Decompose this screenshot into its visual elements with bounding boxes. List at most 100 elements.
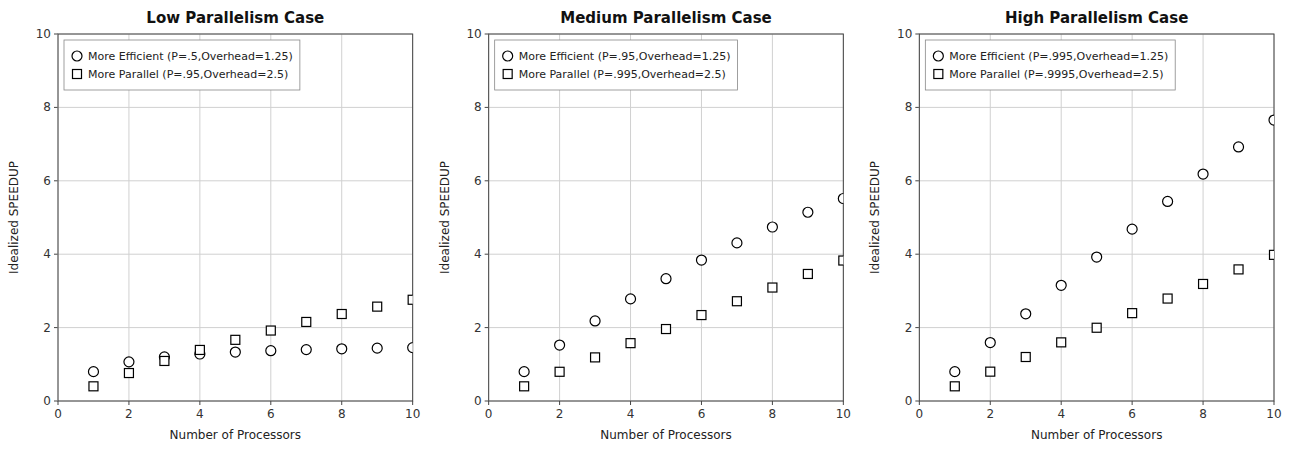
data-point [1021, 309, 1031, 319]
legend-marker [933, 51, 943, 61]
data-point [986, 367, 995, 376]
tick-mark [485, 254, 489, 255]
data-point [266, 326, 275, 335]
data-point [767, 222, 777, 232]
data-point [1163, 294, 1172, 303]
tick-label: 6 [905, 174, 913, 188]
tick-label: 10 [1266, 407, 1281, 421]
tick-label: 4 [474, 247, 482, 261]
grid-line [772, 34, 773, 401]
tick-label: 8 [43, 100, 51, 114]
y-axis-label: Idealized SPEEDUP [7, 161, 21, 274]
tick-mark [128, 401, 129, 405]
data-point [372, 343, 382, 353]
tick-mark [58, 401, 59, 405]
data-point [373, 302, 382, 311]
data-point [697, 311, 706, 320]
grid-line [919, 180, 1274, 181]
tick-label: 2 [43, 321, 51, 335]
tick-label: 0 [54, 407, 62, 421]
data-point [1269, 115, 1274, 125]
tick-label: 8 [338, 407, 346, 421]
data-point [838, 194, 843, 204]
tick-mark [559, 401, 560, 405]
tick-label: 2 [556, 407, 564, 421]
legend-box [925, 40, 1175, 90]
y-axis-label: Idealized SPEEDUP [438, 161, 452, 274]
tick-label: 6 [474, 174, 482, 188]
chart-title: Low Parallelism Case [146, 9, 324, 27]
tick-label: 10 [897, 27, 912, 41]
legend-label: More Efficient (P=.95,Overhead=1.25) [519, 50, 731, 63]
tick-mark [843, 401, 844, 405]
data-point [555, 340, 565, 350]
data-point [662, 325, 671, 334]
data-point [732, 297, 741, 306]
tick-mark [54, 327, 58, 328]
tick-mark [485, 401, 489, 402]
tick-mark [701, 401, 702, 405]
grid-line [919, 107, 1274, 108]
tick-mark [1061, 401, 1062, 405]
legend: More Efficient (P=.5,Overhead=1.25)More … [64, 40, 300, 90]
tick-mark [54, 401, 58, 402]
data-point [1092, 252, 1102, 262]
data-point [88, 367, 98, 377]
data-point [839, 256, 844, 265]
data-point [1199, 279, 1208, 288]
data-point [1234, 265, 1243, 274]
data-point [950, 382, 959, 391]
data-point [1270, 250, 1275, 259]
data-point [1057, 338, 1066, 347]
tick-label: 0 [485, 407, 493, 421]
tick-label: 10 [36, 27, 51, 41]
data-point [803, 207, 813, 217]
tick-mark [919, 401, 920, 405]
data-point [1198, 169, 1208, 179]
data-point [803, 269, 812, 278]
tick-mark [485, 327, 489, 328]
tick-mark [270, 401, 271, 405]
data-point [89, 382, 98, 391]
chart-figure: 0 2 4 6 8 10 0 2 4 6 8 10 Low Parallelism Case Number… [0, 0, 1292, 451]
tick-label: 0 [43, 394, 51, 408]
tick-label: 8 [905, 100, 913, 114]
tick-label: 8 [1199, 407, 1207, 421]
x-axis-label: Number of Processors [170, 428, 301, 442]
data-point [408, 295, 413, 304]
tick-label: 2 [905, 321, 913, 335]
tick-label: 8 [769, 407, 777, 421]
tick-label: 4 [627, 407, 635, 421]
tick-mark [485, 34, 489, 35]
data-point [768, 283, 777, 292]
legend-box [64, 40, 300, 90]
legend-label: More Parallel (P=.995,Overhead=2.5) [519, 68, 726, 81]
data-point [985, 338, 995, 348]
data-point [231, 335, 240, 344]
data-point [950, 367, 960, 377]
tick-label: 0 [905, 394, 913, 408]
grid-line [1203, 34, 1204, 401]
panel: 02468100246810Low Parallelism CaseNumber… [7, 9, 420, 442]
tick-mark [915, 254, 919, 255]
tick-label: 10 [466, 27, 481, 41]
tick-label: 2 [474, 321, 482, 335]
tick-mark [54, 180, 58, 181]
tick-mark [1132, 401, 1133, 405]
legend-marker [72, 51, 82, 61]
tick-mark [485, 180, 489, 181]
legend-box [495, 40, 738, 90]
tick-label: 10 [836, 407, 851, 421]
tick-mark [630, 401, 631, 405]
legend-marker [503, 70, 512, 79]
tick-mark [915, 327, 919, 328]
legend-label: More Efficient (P=.995,Overhead=1.25) [949, 50, 1168, 63]
data-point [266, 346, 276, 356]
data-point [337, 310, 346, 319]
plot-frame [58, 34, 413, 401]
marks [950, 115, 1274, 391]
data-point [555, 367, 564, 376]
legend: More Efficient (P=.995,Overhead=1.25)Mor… [925, 40, 1175, 90]
data-point [520, 382, 529, 391]
tick-label: 2 [125, 407, 133, 421]
